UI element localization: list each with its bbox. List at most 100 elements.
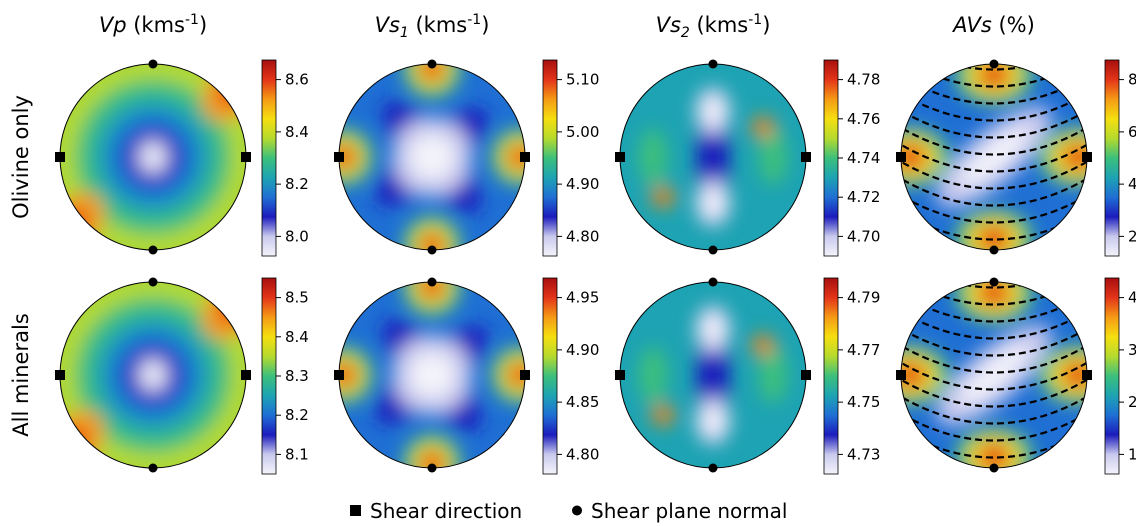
colorbar-tick-label: 8.2 xyxy=(285,406,309,424)
shear-plane-normal-marker-icon xyxy=(148,59,158,69)
shear-direction-marker-icon xyxy=(1082,370,1092,380)
legend-shear-direction-label: Shear direction xyxy=(370,499,522,523)
polarization-line xyxy=(901,317,1087,357)
polarization-line xyxy=(901,99,1087,139)
polarization-line xyxy=(901,133,1087,173)
colorbar-tick-label: 8.2 xyxy=(285,175,309,193)
colorbar-tick-label: 4.90 xyxy=(566,341,599,359)
polarization-line xyxy=(901,385,1087,425)
shear-direction-marker-icon xyxy=(896,370,906,380)
shear-plane-normal-marker-icon xyxy=(989,277,999,287)
colorbar-tick-label: 8.4 xyxy=(285,328,309,346)
pole-figure-vp-olivine-only: 8.6 8.4 8.2 8.0 xyxy=(55,59,309,257)
colorbar-tick-label: 8.6 xyxy=(285,71,309,89)
colorbar-tick-label: 4.75 xyxy=(847,393,880,411)
colorbar-tick-label: 4.79 xyxy=(847,289,880,307)
polarization-line xyxy=(901,116,1087,156)
shear-plane-normal-marker-icon xyxy=(148,463,158,473)
colorbar xyxy=(542,277,558,475)
shear-plane-normal-marker-icon xyxy=(572,505,582,516)
shear-direction-marker-icon xyxy=(334,370,344,380)
pole-figure-vp-all-minerals: 8.5 8.4 8.3 8.2 8.1 xyxy=(55,277,309,475)
shear-direction-marker-icon xyxy=(615,152,625,162)
polarization-line xyxy=(901,368,1087,408)
colorbar-tick-label: 8.4 xyxy=(285,123,309,141)
colorbar-tick-label: 2 xyxy=(1128,227,1136,245)
pole-figure-vs2-all-minerals: 4.79 4.77 4.75 4.73 xyxy=(615,277,880,475)
shear-plane-normal-marker-icon xyxy=(427,245,437,255)
colorbar xyxy=(823,277,839,475)
shear-plane-normal-marker-icon xyxy=(989,59,999,69)
colorbar-tick-label: 4.80 xyxy=(566,227,599,245)
colorbar-tick-label: 4.73 xyxy=(847,445,880,463)
shear-direction-marker-icon xyxy=(520,370,530,380)
row-label-olivine-only: Olivine only xyxy=(9,95,33,219)
shear-direction-marker-icon xyxy=(1082,152,1092,162)
colorbar-tick-label: 4.72 xyxy=(847,188,880,206)
column-titles: Vp (kms-1) Vs1 (kms-1) Vs2 (kms-1) AVs (… xyxy=(99,12,1035,41)
pole-figure-vs2-olivine-only: 4.78 4.76 4.74 4.72 4.70 xyxy=(615,59,880,257)
colorbar xyxy=(542,59,558,257)
column-title-vs1: Vs1 (kms-1) xyxy=(375,12,490,41)
shear-direction-marker-icon xyxy=(801,370,811,380)
column-title-vp: Vp (kms-1) xyxy=(99,12,207,37)
pole-figure-avs-olivine-only: 8 6 4 2 xyxy=(896,59,1136,257)
pole-figure-vs1-olivine-only: 5.10 5.00 4.90 4.80 xyxy=(334,59,599,257)
shear-plane-normal-marker-icon xyxy=(708,59,718,69)
colorbar-tick-label: 5.10 xyxy=(566,71,599,89)
colorbar-tick-label: 8.0 xyxy=(285,227,309,245)
colorbar-tick-label: 5.00 xyxy=(566,123,599,141)
colorbar xyxy=(1104,59,1120,257)
shear-plane-normal-marker-icon xyxy=(989,245,999,255)
legend: Shear direction Shear plane normal xyxy=(350,499,787,523)
shear-plane-normal-marker-icon xyxy=(427,463,437,473)
shear-direction-marker-icon xyxy=(334,152,344,162)
shear-direction-marker-icon xyxy=(801,152,811,162)
shear-plane-normal-marker-icon xyxy=(708,463,718,473)
colorbar-tick-label: 4.80 xyxy=(566,445,599,463)
colorbar xyxy=(823,59,839,257)
colorbar-tick-label: 4.78 xyxy=(847,71,880,89)
shear-plane-normal-marker-icon xyxy=(427,59,437,69)
colorbar xyxy=(261,59,277,257)
row-label-all-minerals: All minerals xyxy=(9,313,33,437)
colorbar xyxy=(1104,277,1120,475)
shear-plane-normal-marker-icon xyxy=(989,463,999,473)
colorbar-tick-label: 1 xyxy=(1128,445,1136,463)
shear-direction-marker-icon xyxy=(241,152,251,162)
colorbar xyxy=(261,277,277,475)
polarization-line xyxy=(901,351,1087,391)
shear-plane-normal-marker-icon xyxy=(148,245,158,255)
colorbar-tick-label: 8.5 xyxy=(285,289,309,307)
polarization-line xyxy=(901,167,1087,207)
colorbar-tick-label: 4.76 xyxy=(847,110,880,128)
pole-figure-panels: 8.6 8.4 8.2 8.0 5.10 5.00 4.90 4.80 4.78 4.76 4.74… xyxy=(55,59,1136,475)
column-title-vs2: Vs2 (kms-1) xyxy=(656,12,771,41)
shear-direction-marker-icon xyxy=(896,152,906,162)
colorbar-tick-label: 4 xyxy=(1128,175,1136,193)
column-title-avs: AVs (%) xyxy=(951,13,1035,37)
colorbar-tick-label: 4.70 xyxy=(847,227,880,245)
colorbar-tick-label: 8.1 xyxy=(285,445,309,463)
pole-figure-vs1-all-minerals: 4.95 4.90 4.85 4.80 xyxy=(334,277,599,475)
colorbar-tick-label: 4.77 xyxy=(847,341,880,359)
colorbar-tick-label: 2 xyxy=(1128,393,1136,411)
colorbar-tick-label: 6 xyxy=(1128,123,1136,141)
colorbar-tick-label: 4.74 xyxy=(847,149,880,167)
shear-plane-normal-marker-icon xyxy=(708,277,718,287)
colorbar-tick-label: 4.90 xyxy=(566,175,599,193)
colorbar-tick-label: 4 xyxy=(1128,289,1136,307)
shear-direction-marker-icon xyxy=(350,505,361,516)
colorbar-tick-label: 4.95 xyxy=(566,289,599,307)
shear-plane-normal-marker-icon xyxy=(708,245,718,255)
colorbar-tick-label: 8 xyxy=(1128,71,1136,89)
shear-plane-normal-marker-icon xyxy=(427,277,437,287)
polarization-line xyxy=(901,150,1087,190)
shear-direction-marker-icon xyxy=(55,152,65,162)
colorbar-tick-label: 3 xyxy=(1128,341,1136,359)
shear-direction-marker-icon xyxy=(615,370,625,380)
shear-plane-normal-marker-icon xyxy=(148,277,158,287)
colorbar-tick-label: 8.3 xyxy=(285,367,309,385)
legend-shear-plane-normal-label: Shear plane normal xyxy=(591,499,787,523)
